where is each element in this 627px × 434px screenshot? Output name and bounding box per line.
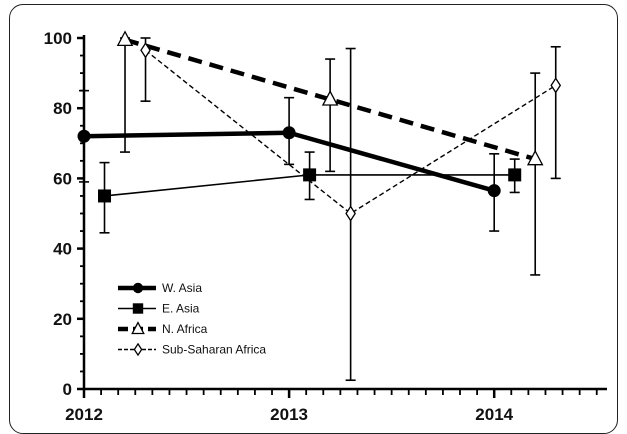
y-axis (77, 35, 86, 391)
data-point (345, 205, 356, 222)
data-point (508, 168, 522, 182)
data-point (321, 90, 339, 106)
legend: W. Asia E. Asia N. Africa Sub-Saharan Af… (118, 281, 266, 357)
series-3 (140, 37, 562, 382)
series-0 (77, 89, 501, 232)
x-tick-labels: 2012 2013 2014 (65, 405, 514, 423)
series-2 (116, 30, 544, 276)
y-tick-label: 0 (63, 380, 72, 399)
legend-label: E. Asia (162, 302, 200, 316)
x-tick-label: 2014 (475, 405, 513, 423)
legend-item-e-asia: E. Asia (118, 302, 200, 316)
error-bar (550, 45, 561, 180)
series-1 (98, 151, 522, 234)
data-point (282, 126, 296, 140)
error-bar (325, 58, 336, 173)
y-tick-label: 20 (53, 310, 72, 329)
data-point (132, 303, 144, 314)
error-bar (530, 72, 541, 276)
y-tick-label: 60 (53, 169, 72, 188)
x-tick-label: 2012 (65, 405, 103, 423)
data-point (487, 184, 501, 198)
legend-label: W. Asia (162, 281, 202, 295)
y-tick-label: 80 (53, 99, 72, 118)
x-tick-label: 2013 (270, 405, 308, 423)
data-point (133, 342, 143, 357)
x-axis (82, 387, 607, 398)
legend-label: Sub-Saharan Africa (162, 343, 266, 357)
data-point (140, 42, 151, 59)
y-tick-label: 40 (53, 240, 72, 259)
data-point (550, 77, 562, 94)
legend-label: N. Africa (162, 322, 208, 336)
series-layer (77, 30, 562, 382)
legend-item-w-asia: W. Asia (118, 281, 202, 295)
series-line (124, 37, 536, 162)
data-point (131, 321, 145, 335)
y-tick-label: 100 (44, 29, 72, 48)
legend-item-sub-saharan-africa: Sub-Saharan Africa (118, 343, 266, 357)
line-chart: 0 20 40 60 80 100 2012 2013 2014 W. Asia… (44, 29, 607, 423)
data-point (526, 149, 544, 166)
legend-item-n-africa: N. Africa (118, 321, 208, 336)
data-point (132, 282, 144, 294)
y-tick-labels: 0 20 40 60 80 100 (44, 29, 72, 399)
data-point (303, 168, 317, 182)
data-point (98, 189, 112, 203)
data-point (116, 30, 134, 47)
data-point (77, 129, 91, 143)
